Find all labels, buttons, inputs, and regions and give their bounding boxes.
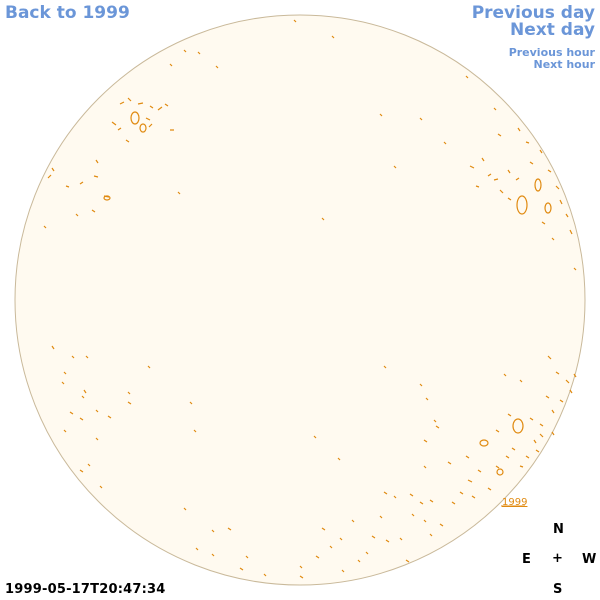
year-label[interactable]: 1999 [502,497,527,508]
previous-hour-link[interactable]: Previous hour [508,46,595,59]
compass-east: E [522,552,531,567]
magnetic-contours [43,19,577,579]
next-day-link[interactable]: Next day [510,20,595,40]
previous-day-link[interactable]: Previous day [471,3,595,23]
compass-north: N [553,522,564,537]
solar-disk [14,14,586,586]
next-hour-link[interactable]: Next hour [533,58,596,71]
compass-south: S [553,582,563,597]
observation-timestamp: 1999-05-17T20:47:34 [5,582,166,597]
compass-west: W [582,552,597,567]
back-to-year-link[interactable]: Back to 1999 [5,3,130,23]
compass-center: + [552,551,563,566]
